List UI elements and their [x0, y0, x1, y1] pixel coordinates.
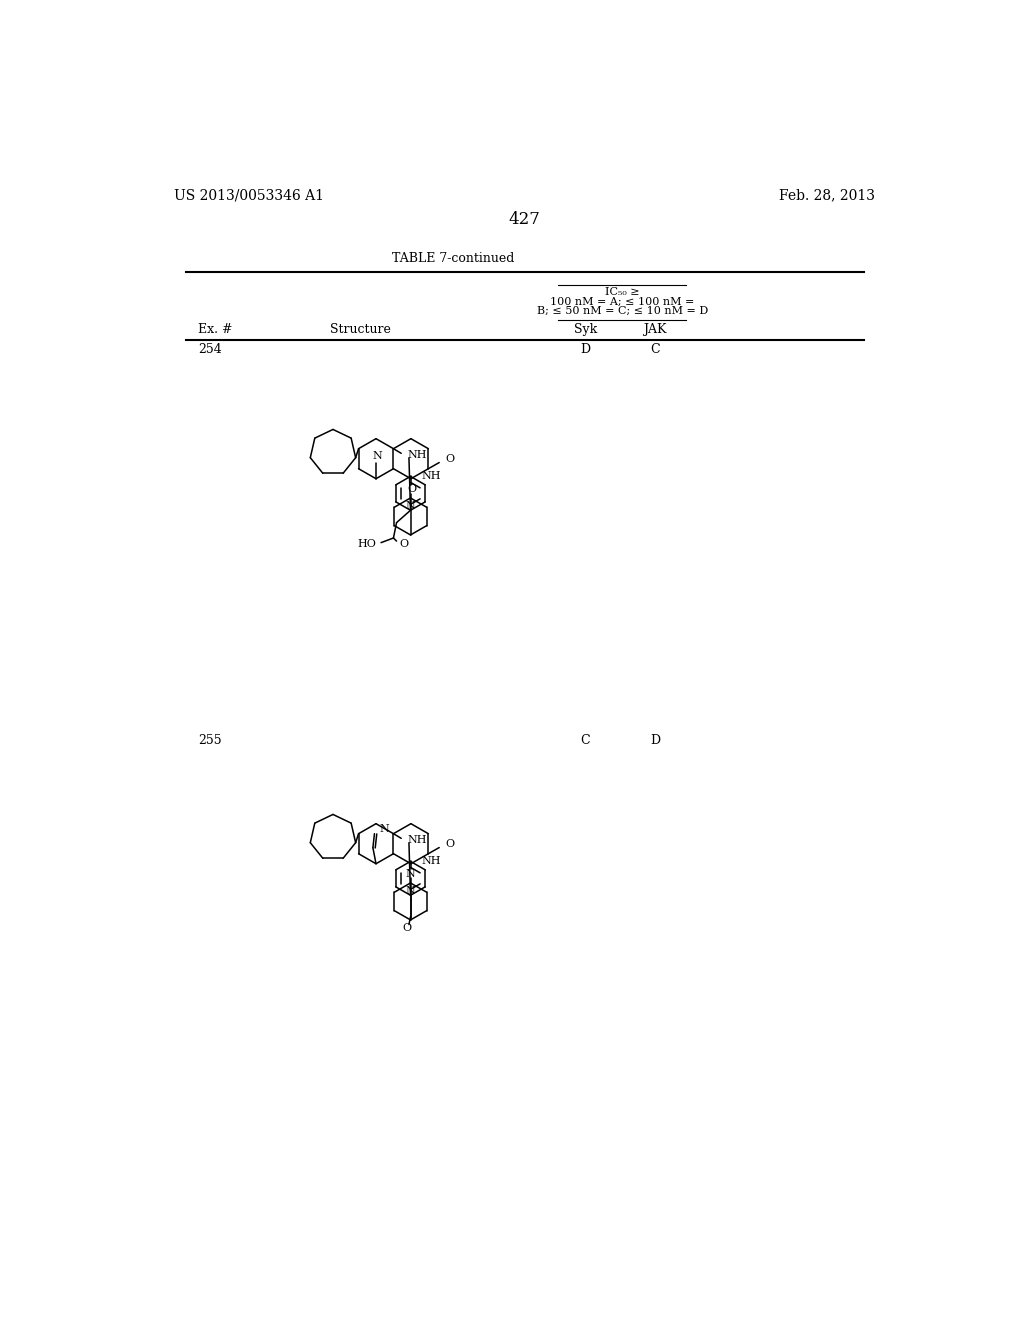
Text: N: N	[406, 869, 416, 879]
Text: NH: NH	[408, 450, 427, 459]
Text: C: C	[650, 343, 659, 356]
Text: B; ≤ 50 nM = C; ≤ 10 nM = D: B; ≤ 50 nM = C; ≤ 10 nM = D	[537, 306, 708, 315]
Text: 254: 254	[198, 343, 221, 356]
Text: D: D	[650, 734, 660, 747]
Text: O: O	[408, 484, 417, 495]
Text: TABLE 7-continued: TABLE 7-continued	[392, 252, 515, 265]
Text: O: O	[445, 454, 455, 465]
Text: D: D	[581, 343, 590, 356]
Text: O: O	[402, 923, 412, 933]
Text: O: O	[399, 539, 409, 549]
Text: NH: NH	[422, 855, 441, 866]
Text: Feb. 28, 2013: Feb. 28, 2013	[779, 189, 876, 202]
Text: C: C	[581, 734, 590, 747]
Text: HO: HO	[357, 539, 377, 549]
Text: N: N	[373, 450, 382, 461]
Text: Syk: Syk	[573, 323, 597, 335]
Text: N: N	[379, 824, 389, 834]
Text: N: N	[406, 500, 416, 511]
Text: NH: NH	[422, 471, 441, 480]
Text: 100 nM = A; ≤ 100 nM =: 100 nM = A; ≤ 100 nM =	[550, 297, 694, 306]
Text: JAK: JAK	[643, 323, 667, 335]
Text: O: O	[445, 840, 455, 850]
Text: Ex. #: Ex. #	[198, 323, 232, 335]
Text: 255: 255	[198, 734, 221, 747]
Text: NH: NH	[408, 834, 427, 845]
Text: 427: 427	[509, 211, 541, 228]
Text: IC₅₀ ≥: IC₅₀ ≥	[605, 288, 640, 297]
Text: N: N	[406, 886, 416, 896]
Text: Structure: Structure	[330, 323, 391, 335]
Text: US 2013/0053346 A1: US 2013/0053346 A1	[174, 189, 325, 202]
